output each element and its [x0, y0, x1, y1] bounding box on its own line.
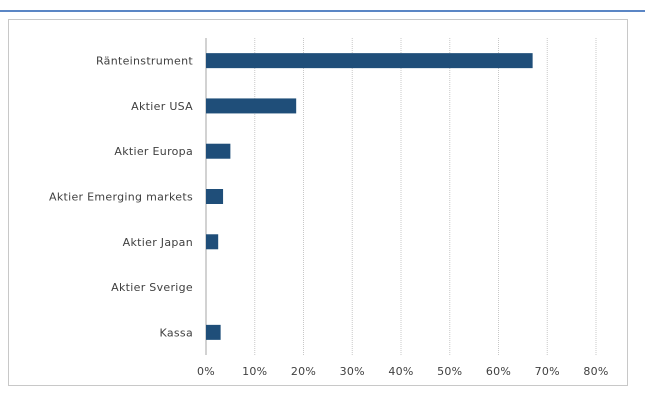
category-label: Aktier Emerging markets: [49, 191, 193, 204]
top-divider-line: [0, 10, 645, 12]
x-tick-label: 0%: [197, 365, 215, 378]
bar: [206, 324, 221, 340]
x-tick-label: 10%: [242, 365, 267, 378]
x-tick-label: 60%: [486, 365, 511, 378]
x-tick-label: 30%: [340, 365, 365, 378]
x-tick-label: 70%: [535, 365, 560, 378]
bar: [206, 98, 297, 114]
x-tick-label: 80%: [583, 365, 608, 378]
x-tick-label: 50%: [437, 365, 462, 378]
category-label: Aktier Europa: [114, 145, 193, 158]
bar: [206, 143, 231, 159]
bars: [206, 53, 533, 340]
x-axis-tick-labels: 0% 10% 20% 30% 40% 50% 60% 70% 80%: [197, 365, 608, 378]
x-tick-label: 40%: [388, 365, 413, 378]
chart-frame: [8, 19, 628, 386]
x-tick-label: 20%: [291, 365, 316, 378]
bar: [206, 234, 219, 250]
bar: [206, 53, 533, 69]
category-label: Aktier Japan: [123, 236, 193, 249]
bar: [206, 189, 224, 204]
category-labels: Ränteinstrument Aktier USA Aktier Europa Ak…: [49, 55, 193, 340]
category-label: Aktier USA: [131, 100, 193, 113]
category-label: Ränteinstrument: [96, 55, 193, 68]
gridlines: [205, 38, 597, 355]
category-label: Kassa: [160, 326, 193, 339]
category-label: Aktier Sverige: [111, 281, 193, 294]
